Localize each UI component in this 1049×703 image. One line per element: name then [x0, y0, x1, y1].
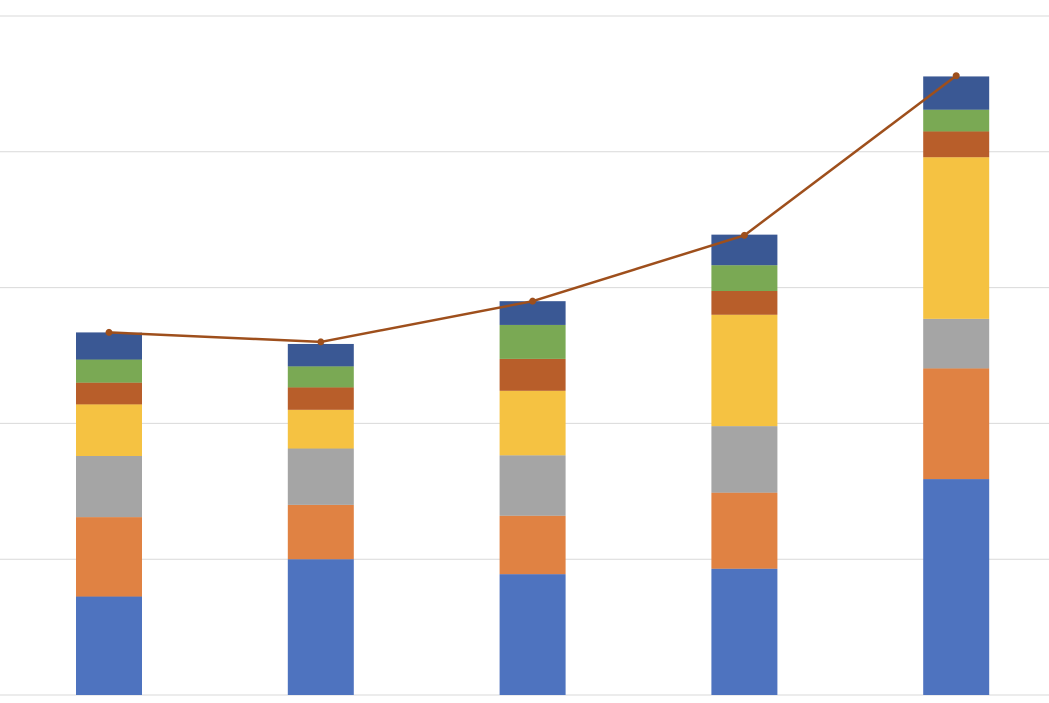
bar-segment [711, 568, 778, 695]
bar-segment [711, 265, 778, 291]
bar-segment [711, 234, 778, 266]
bar-segment [499, 390, 566, 456]
bar-segment [287, 559, 354, 695]
bar-segment [76, 404, 142, 456]
line-overlay [105, 72, 960, 346]
bar-segment [923, 479, 990, 695]
bar-segment [923, 131, 990, 158]
bar-stacks [76, 76, 990, 695]
bar-segment [711, 290, 778, 315]
bar-segment [76, 596, 142, 695]
bar-segment [287, 504, 354, 560]
bar-segment [287, 366, 354, 388]
line-point [740, 231, 748, 239]
bar-segment [499, 515, 566, 575]
bar-segment [923, 157, 990, 319]
line-point [529, 297, 537, 305]
bar-segment [923, 109, 990, 132]
bar-segment [287, 387, 354, 410]
bar-segment [76, 359, 142, 383]
bar-segment [76, 455, 142, 518]
bar-segment [499, 324, 566, 359]
bar-segment [499, 574, 566, 695]
bar-segment [923, 318, 990, 369]
bar-segment [499, 358, 566, 391]
bar-segment [711, 314, 778, 427]
bar-segment [76, 517, 142, 597]
bar-segment [287, 343, 354, 367]
bar-segment [711, 492, 778, 569]
bar-segment [923, 368, 990, 480]
bar-segment [76, 332, 142, 360]
bar-segment [287, 409, 354, 449]
line-point [317, 338, 325, 346]
bar-segment [499, 301, 566, 325]
bar-segment [76, 382, 142, 405]
line-point [105, 328, 113, 336]
bar-segment [287, 448, 354, 505]
bar-segment [711, 426, 778, 493]
bar-segment [499, 455, 566, 516]
line-point [952, 72, 960, 80]
